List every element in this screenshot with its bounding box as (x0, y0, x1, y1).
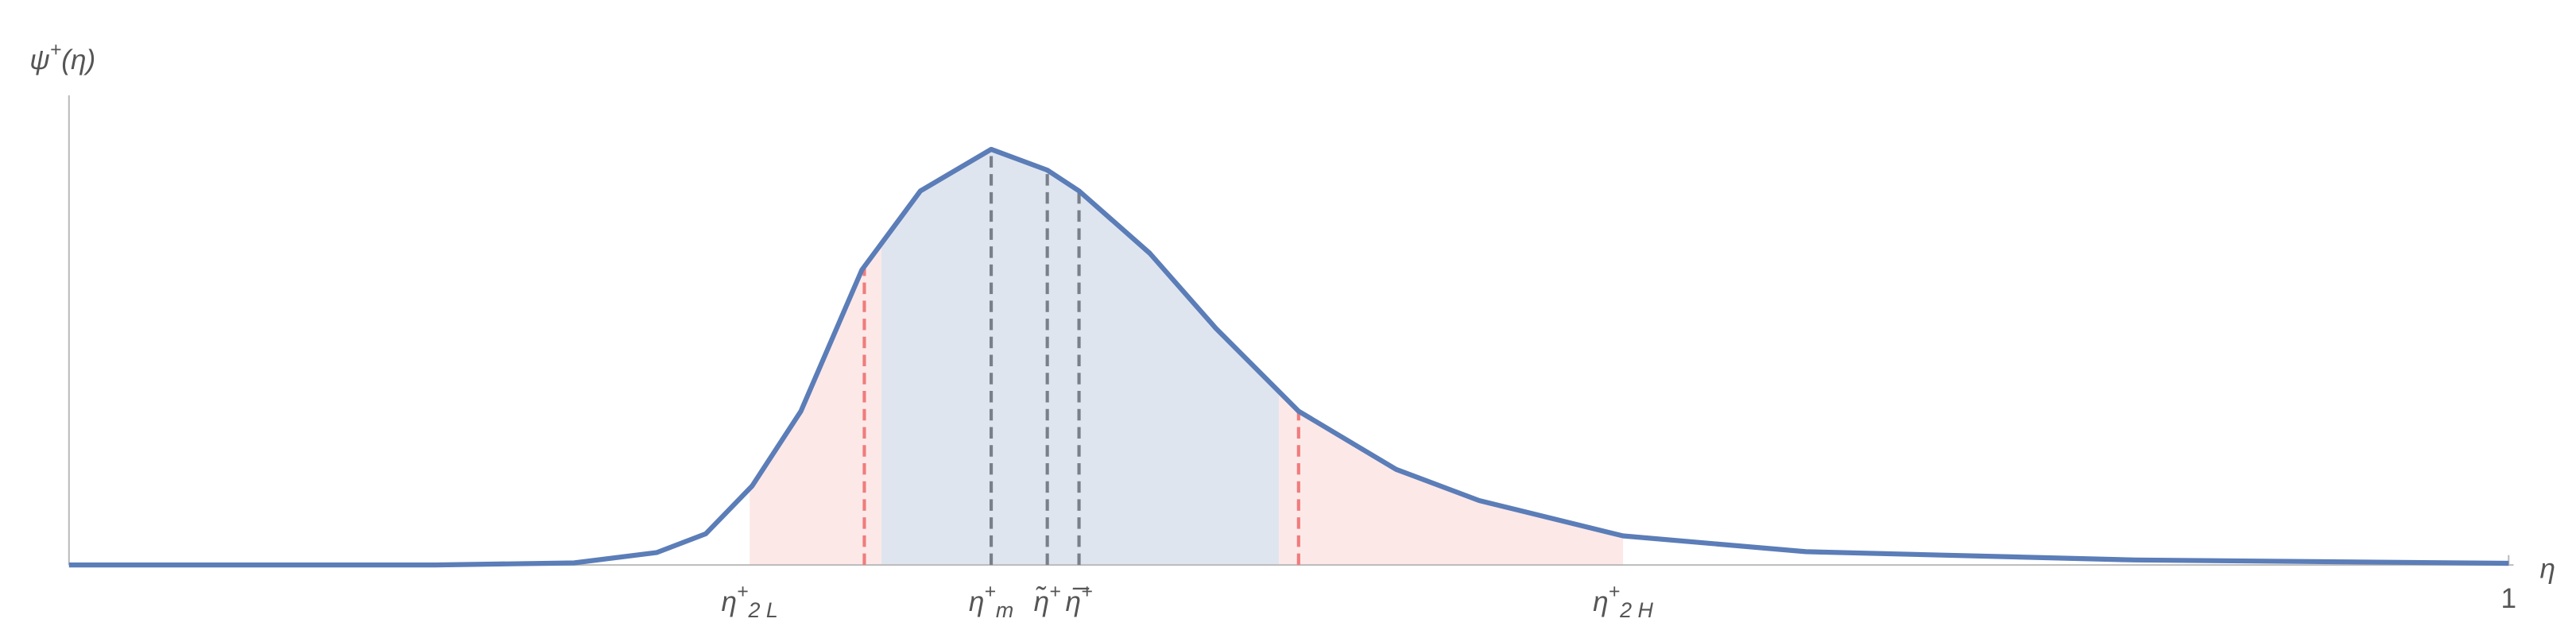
curve (68, 146, 2509, 568)
marker-sub: 2 H (1619, 598, 1653, 622)
marker-sub: m (996, 598, 1013, 622)
marker-sub: 2 L (748, 598, 778, 622)
marker-sup: + (1049, 581, 1060, 602)
marker-label: η+2 L (722, 581, 778, 622)
marker-base: η (722, 586, 738, 617)
marker-label: η+2 H (1593, 581, 1653, 622)
marker-sup: + (737, 581, 748, 602)
x-tick-label: 1 (2500, 583, 2516, 614)
marker-base: η (1593, 586, 1609, 617)
y-label-base: ψ (29, 44, 50, 75)
y-label-sup: + (50, 39, 61, 60)
marker-base: η (969, 586, 985, 617)
marker-sup: + (1609, 581, 1620, 602)
marker-base: η̃ (1034, 586, 1050, 617)
y-label-rest: (η) (61, 44, 95, 75)
shaded-region (1279, 391, 1624, 566)
marker-sup: + (1081, 581, 1092, 602)
marker-label: η̅+ (1066, 581, 1093, 617)
marker-label: η+m (969, 581, 1013, 622)
y-axis-label: ψ+(η) (29, 39, 95, 75)
marker-sup: + (984, 581, 995, 602)
shaded-region (750, 243, 881, 566)
x-axis-label: η (2540, 554, 2556, 585)
marker-label: η̃+ (1034, 581, 1061, 617)
